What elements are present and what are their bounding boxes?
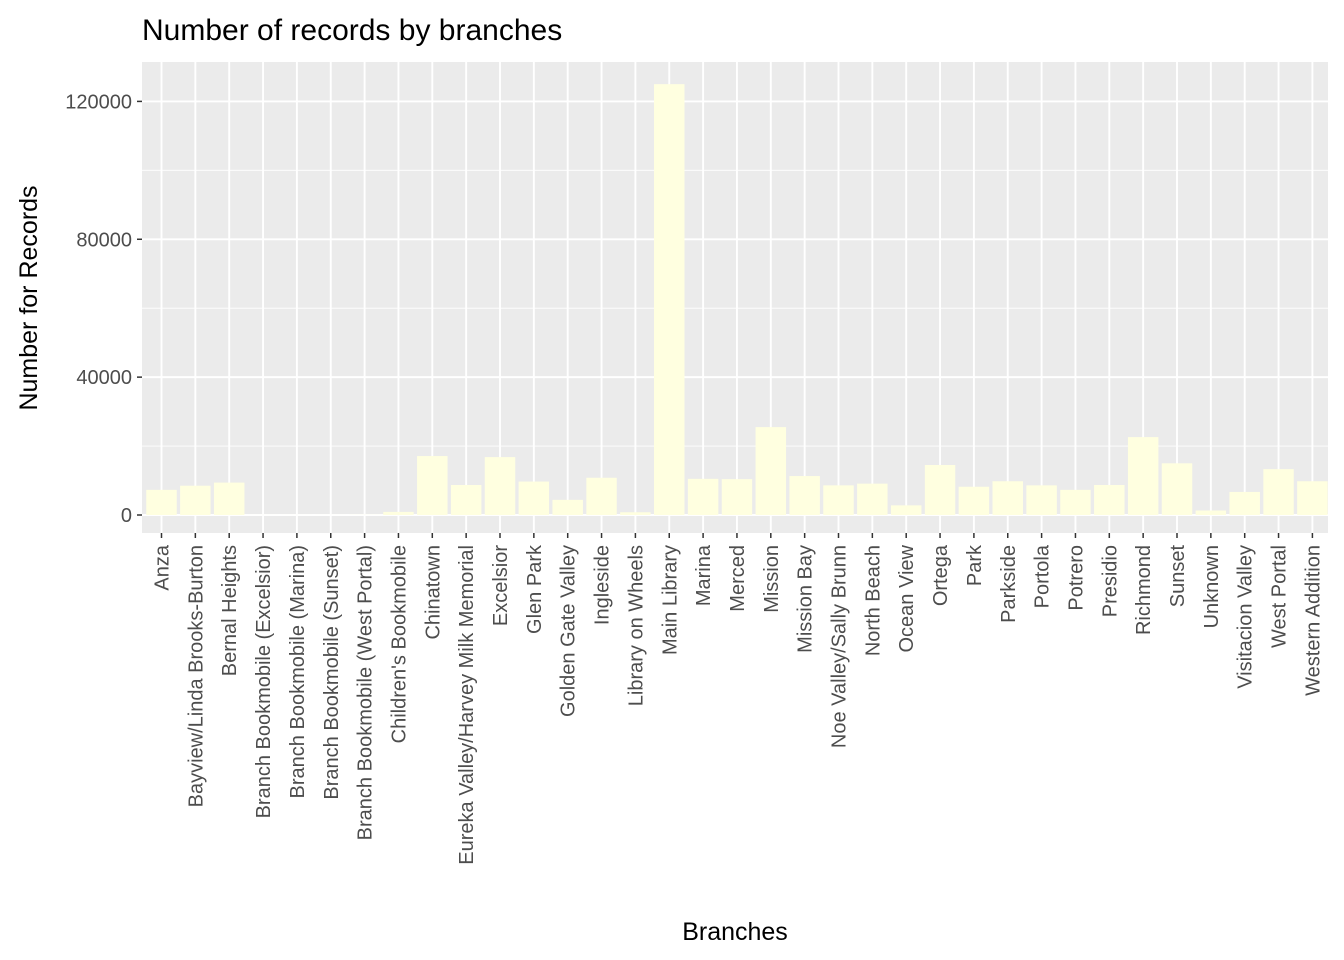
x-tick-label: Bernal Heights: [219, 545, 241, 676]
y-axis: 0 40000 80000 120000: [65, 91, 142, 527]
bar: [552, 499, 583, 515]
bar: [1094, 485, 1125, 515]
y-tick-label: 120000: [65, 91, 132, 113]
bar: [924, 465, 956, 515]
bars: [146, 84, 1328, 516]
x-tick-label: Sunset: [1167, 545, 1189, 608]
x-tick-label: Noe Valley/Sally Brunn: [829, 545, 851, 748]
bar: [383, 511, 414, 515]
x-tick-label: Ingleside: [592, 545, 614, 625]
bar: [146, 489, 177, 515]
bar: [1263, 469, 1294, 515]
x-tick-label: Glen Park: [524, 544, 546, 634]
bar: [620, 512, 651, 515]
x-tick-label: North Beach: [862, 545, 884, 656]
x-tick-label: Branch Bookmobile (Excelsior): [253, 545, 275, 818]
bar: [721, 479, 753, 515]
x-tick-label: Ortega: [930, 544, 952, 606]
y-tick-label: 0: [121, 505, 132, 527]
bar: [789, 476, 820, 515]
x-tick-label: West Portal: [1269, 545, 1291, 648]
bar: [586, 477, 617, 515]
bar: [958, 486, 990, 515]
major-gridlines: [142, 62, 1328, 533]
x-tick-label: Golden Gate Valley: [558, 545, 580, 717]
x-tick-label: Excelsior: [490, 545, 512, 626]
x-tick-label: Library on Wheels: [625, 545, 647, 706]
x-tick-label: Ocean View: [896, 544, 918, 652]
y-tick-label: 40000: [76, 367, 132, 389]
bar: [755, 427, 787, 515]
bar: [1127, 437, 1159, 515]
bar: [823, 485, 854, 515]
x-tick-label: Mission Bay: [795, 545, 817, 653]
x-tick-label: Visitacion Valley: [1235, 545, 1257, 689]
bar: [890, 505, 922, 515]
chart-title: Number of records by branches: [142, 14, 562, 47]
bar: [213, 482, 245, 515]
x-tick-label: Chinatown: [422, 545, 444, 640]
x-tick-label: Park: [964, 544, 986, 586]
x-tick-label: Branch Bookmobile (West Portal): [355, 545, 377, 840]
x-tick-label: Eureka Valley/Harvey Milk Memorial: [456, 545, 478, 865]
bar: [1026, 485, 1057, 515]
x-tick-label: Richmond: [1133, 545, 1155, 635]
x-tick-label: Children's Bookmobile: [388, 545, 410, 743]
x-tick-label: Unknown: [1201, 545, 1223, 628]
x-tick-label: Branch Bookmobile (Marina): [287, 545, 309, 798]
x-tick-label: Anza: [152, 544, 174, 590]
x-tick-label: Parkside: [998, 545, 1020, 623]
bar: [417, 456, 448, 515]
x-tick-label: Portola: [1032, 544, 1054, 608]
x-tick-label: Potrero: [1065, 545, 1087, 611]
y-axis-title: Number for Records: [15, 185, 43, 410]
x-axis: Anza Bayview/Linda Brooks-Burton Bernal He…: [152, 533, 1324, 865]
bar: [1195, 510, 1227, 515]
x-axis-title: Branches: [682, 918, 788, 946]
x-tick-label: Merced: [727, 545, 749, 612]
bar: [518, 481, 550, 515]
x-tick-label: Main Library: [659, 545, 681, 655]
bar: [1161, 463, 1193, 515]
x-tick-label: Marina: [693, 544, 715, 606]
bar: [857, 483, 888, 515]
bar: [484, 457, 516, 515]
x-tick-label: Bayview/Linda Brooks-Burton: [185, 545, 207, 807]
y-tick-label: 80000: [76, 229, 132, 251]
bar: [992, 481, 1023, 515]
x-tick-label: Western Addition: [1302, 545, 1324, 696]
bar: [1297, 481, 1328, 515]
bar: [450, 485, 482, 515]
x-tick-label: Branch Bookmobile (Sunset): [321, 545, 343, 800]
bar: [687, 478, 719, 515]
bar: [654, 84, 685, 516]
x-tick-label: Mission: [761, 545, 783, 613]
bar: [180, 485, 211, 515]
x-tick-label: Presidio: [1099, 545, 1121, 617]
bar: [1229, 491, 1260, 515]
bar: [1060, 489, 1091, 515]
